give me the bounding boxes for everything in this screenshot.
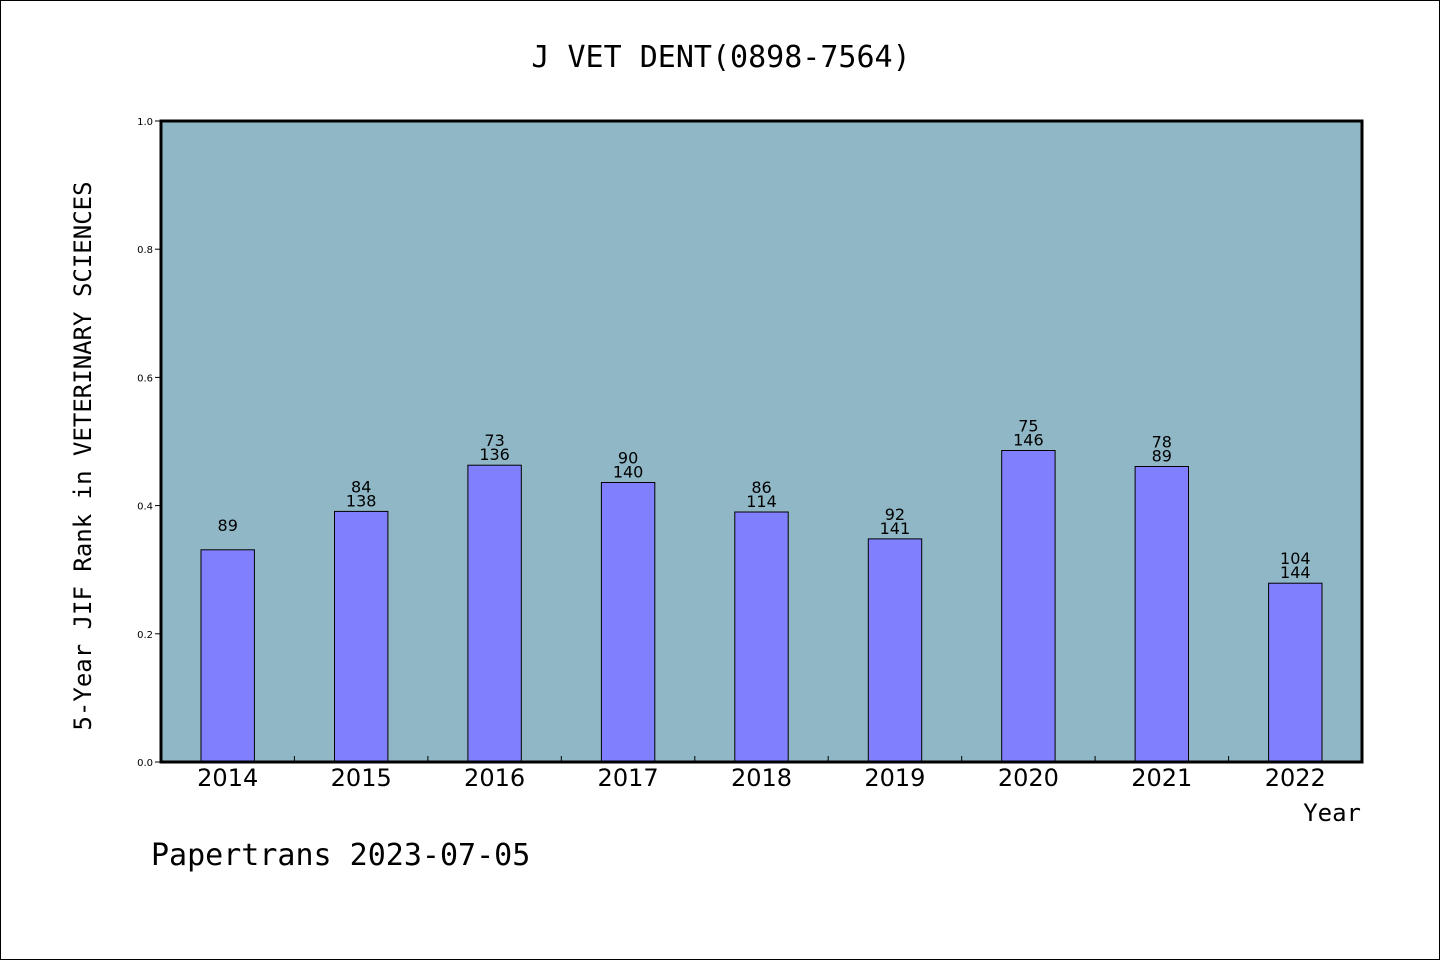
bars-group (200, 450, 1323, 763)
bar-2015 (334, 510, 389, 763)
y-tick-label-5: 1.0 (137, 117, 153, 128)
bar-2014 (200, 549, 255, 763)
data-label-bottom-2016: 136 (479, 445, 510, 464)
x-axis-label: Year (1303, 799, 1361, 827)
x-axis-ticks: 2014 2015 2016 2017 2018 2019 2020 2021 2022 (197, 756, 1326, 792)
footer-credit: Papertrans 2023-07-05 (151, 838, 530, 873)
x-tick-label-2015: 2015 (331, 764, 392, 792)
x-tick-label-2020: 2020 (998, 764, 1059, 792)
bar-2020 (1001, 450, 1056, 763)
data-label-bottom-2019: 141 (880, 519, 911, 538)
x-tick-label-2019: 2019 (864, 764, 925, 792)
bar-2019 (867, 538, 923, 763)
x-tick-label-2016: 2016 (464, 764, 525, 792)
bar-2018 (734, 511, 789, 763)
data-label-bottom-2017: 140 (613, 463, 644, 482)
x-tick-label-2017: 2017 (598, 764, 659, 792)
x-tick-label-2018: 2018 (731, 764, 792, 792)
plot-border (159, 119, 1364, 764)
data-label-top-2018: 86 (751, 478, 771, 497)
bar-2022 (1268, 582, 1323, 763)
y-tick-label-4: 0.8 (137, 245, 153, 256)
x-tick-label-2022: 2022 (1265, 764, 1326, 792)
data-label-top-2015: 84 (351, 477, 371, 496)
data-label-top-2021: 78 (1152, 433, 1172, 452)
data-label-top-2020: 75 (1018, 417, 1038, 436)
data-label-bottom-2022: 144 (1280, 563, 1311, 582)
data-label-bottom-2018: 114 (746, 492, 777, 511)
data-label-top-2022: 104 (1280, 549, 1311, 568)
y-axis-label: 5-Year JIF Rank in VETERINARY SCIENCES (69, 181, 97, 730)
data-label-top-2016: 73 (484, 431, 504, 450)
data-label-bottom-2020: 146 (1013, 431, 1044, 450)
y-tick-label-1: 0.2 (137, 630, 153, 641)
y-tick-label-3: 0.6 (137, 373, 153, 384)
y-tick-label-2: 0.4 (137, 502, 153, 513)
data-label-bottom-2015: 138 (346, 491, 377, 510)
data-label-bottom-2021: 89 (1152, 447, 1172, 466)
y-tick-label-0: 0.0 (137, 758, 153, 769)
bar-2016 (467, 464, 522, 763)
x-tick-label-2021: 2021 (1131, 764, 1192, 792)
data-label-bottom-2014: 89 (218, 516, 238, 535)
data-label-top-2019: 92 (885, 505, 905, 524)
data-label-top-2017: 90 (618, 449, 638, 468)
y-axis-ticks: 0.0 0.2 0.4 0.6 0.8 1.0 (137, 117, 161, 769)
bar-2017 (600, 482, 656, 763)
x-tick-label-2014: 2014 (197, 764, 258, 792)
chart-title: J VET DENT(0898-7564) (531, 40, 910, 75)
bar-2021 (1134, 466, 1189, 763)
